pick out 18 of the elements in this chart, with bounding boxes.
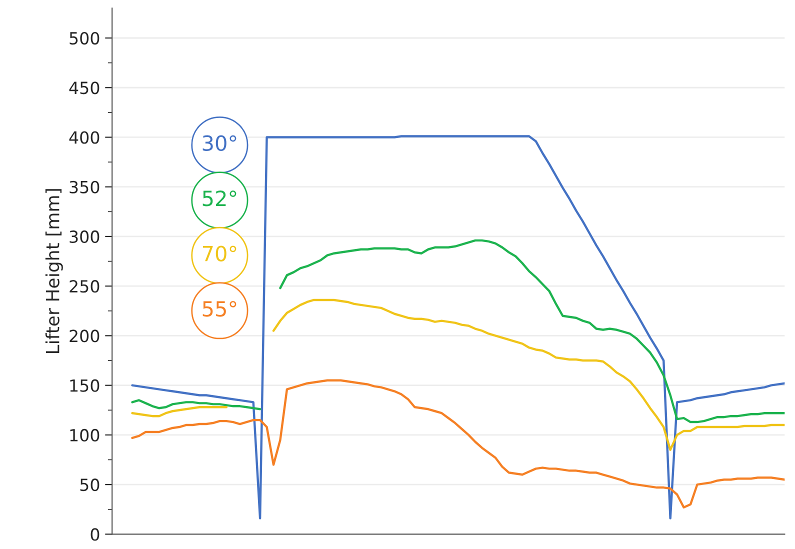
text: 55°: [202, 300, 236, 317]
y-tick-label: 300: [70, 230, 100, 244]
y-tick-label: 200: [70, 330, 100, 342]
text: 52°: [202, 190, 236, 206]
series-label: 30°: [202, 135, 236, 152]
y-tick-label: 50: [80, 478, 100, 492]
y-tick-label: 150: [70, 379, 100, 392]
y-tick-label: 0: [90, 528, 100, 541]
y-tick-label: 450: [69, 82, 100, 94]
y-tick-label: 500: [70, 32, 100, 45]
line-series: [131, 135, 785, 520]
y-tick-label: 350: [70, 180, 100, 194]
y-tick-label: 250: [70, 280, 100, 293]
y-tick-label: 400: [69, 131, 100, 144]
y-axis-title: Lifter Height [mm]: [45, 189, 63, 354]
text: 70°: [202, 246, 236, 262]
y-tick-label: 100: [70, 428, 100, 442]
line-series: [131, 379, 785, 508]
